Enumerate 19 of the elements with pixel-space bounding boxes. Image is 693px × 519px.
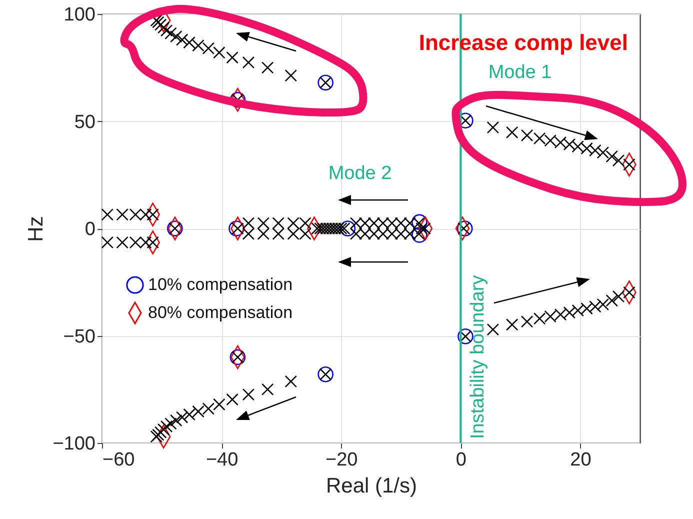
x-axis-title: Real (1/s) (326, 474, 418, 498)
x-tick-label: −20 (325, 450, 358, 470)
y-tick-label: 50 (74, 112, 96, 133)
x-tick-label: −40 (206, 450, 238, 470)
x-tick-label: 0 (456, 450, 466, 470)
y-axis-title: Hz (24, 216, 48, 242)
annotation: Mode 2 (328, 163, 392, 184)
x-tick-label: 20 (570, 450, 592, 470)
legend-label: 10% compensation (148, 275, 293, 294)
x-tick-label: −60 (102, 450, 135, 470)
y-tick-label: 100 (64, 4, 96, 26)
legend-label: 80% compensation (148, 303, 293, 322)
y-tick-label: 0 (84, 219, 96, 240)
y-tick-label: −50 (63, 326, 96, 348)
point (456, 220, 473, 236)
y-tick-label: −100 (52, 434, 96, 454)
annotation: Mode 1 (488, 62, 552, 83)
ref-line-label: Instability boundary (468, 274, 489, 439)
point (228, 220, 244, 236)
